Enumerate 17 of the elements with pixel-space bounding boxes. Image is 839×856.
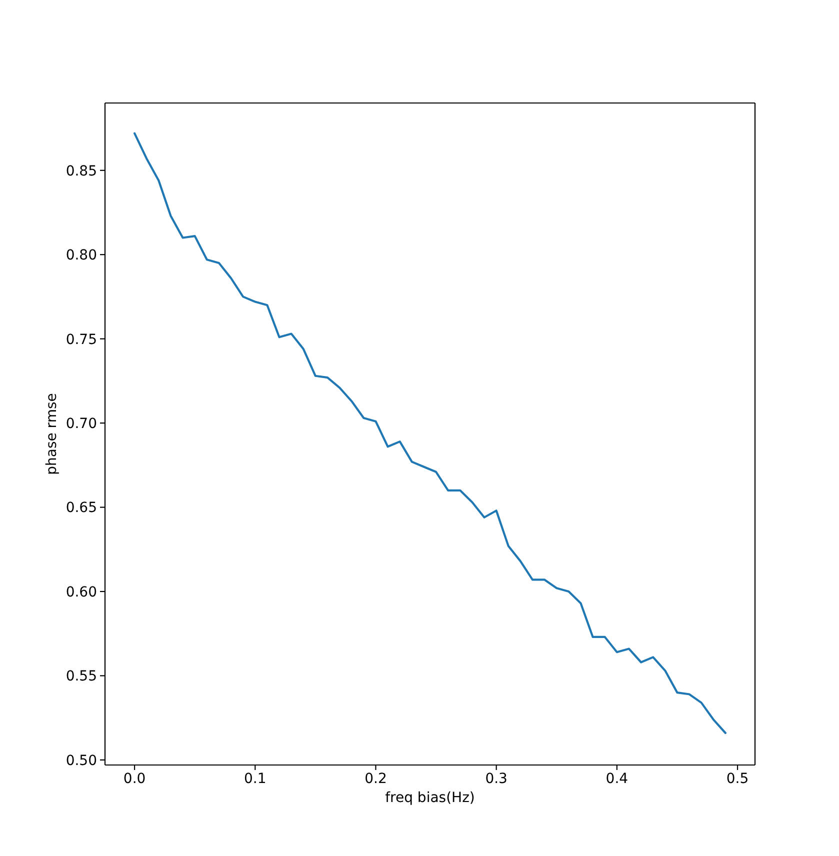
- y-axis-title: phase rmse: [44, 393, 60, 475]
- y-tick-label: 0.80: [66, 248, 97, 264]
- y-tick-label: 0.55: [66, 668, 97, 685]
- y-tick-label: 0.50: [66, 752, 97, 769]
- x-tick-label: 0.3: [485, 770, 508, 787]
- x-tick-label: 0.2: [364, 770, 387, 787]
- y-tick-label: 0.65: [66, 500, 97, 516]
- y-tick-label: 0.70: [66, 416, 97, 432]
- y-tick-label: 0.85: [66, 163, 97, 180]
- x-tick-label: 0.1: [244, 770, 266, 787]
- x-tick-label: 0.4: [606, 770, 628, 787]
- line-series: [133, 132, 727, 734]
- x-axis-title: freq bias(Hz): [385, 790, 475, 806]
- x-tick-label: 0.0: [123, 770, 146, 787]
- x-tick-label: 0.5: [726, 770, 749, 787]
- y-tick-label: 0.75: [66, 332, 97, 348]
- y-tick-label: 0.60: [66, 584, 97, 600]
